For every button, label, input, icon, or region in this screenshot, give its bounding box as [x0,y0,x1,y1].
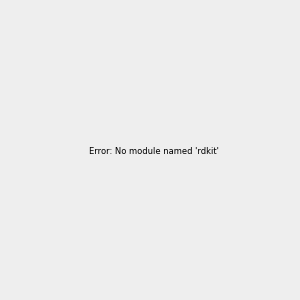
Text: Error: No module named 'rdkit': Error: No module named 'rdkit' [89,147,219,156]
